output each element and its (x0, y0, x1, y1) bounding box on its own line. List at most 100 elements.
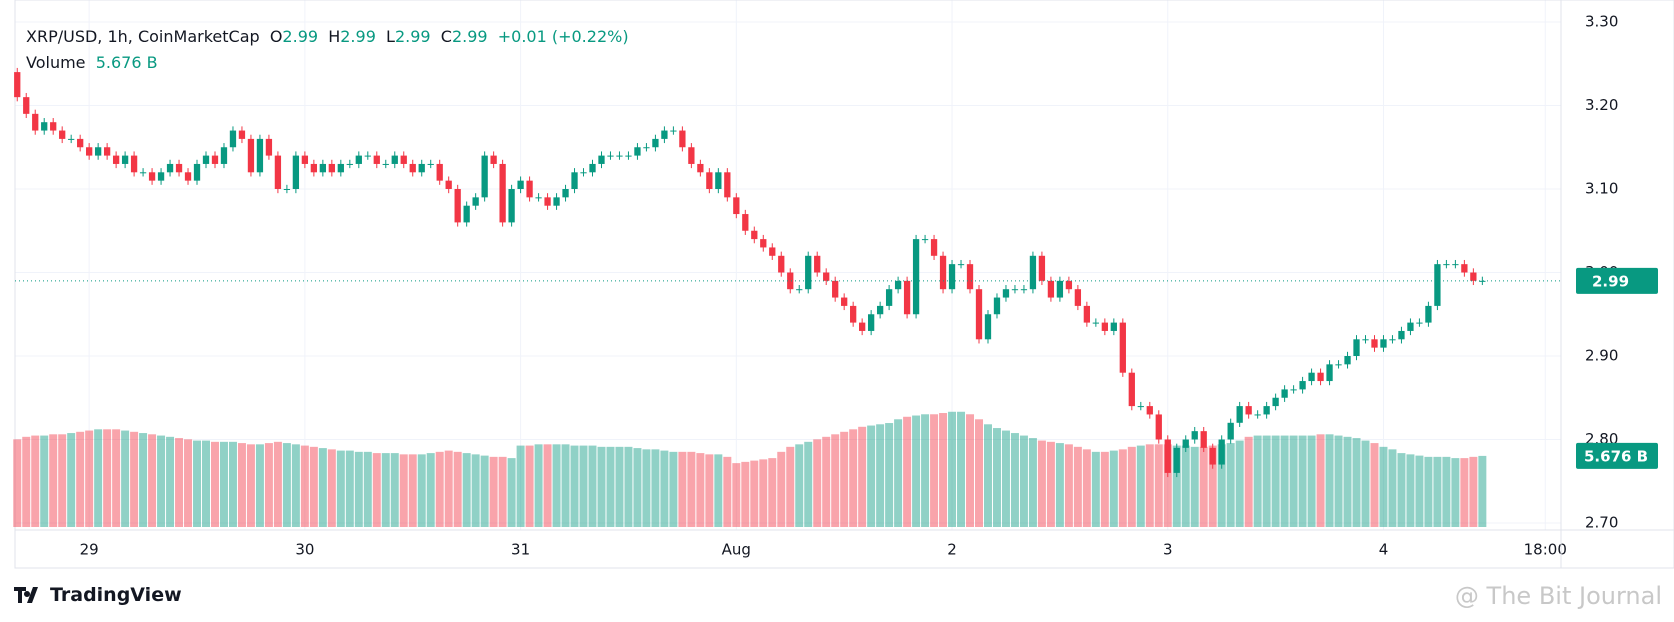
candle-body (1389, 339, 1396, 341)
candle-body (1119, 322, 1126, 373)
ohlc-key: H (328, 27, 341, 46)
candle-body (930, 239, 938, 256)
volume-bar (498, 456, 507, 527)
volume-bar (1172, 445, 1181, 527)
volume-bar (912, 415, 921, 527)
volume-bar (714, 454, 723, 527)
volume-bar (471, 454, 480, 527)
volume-bar (22, 436, 31, 527)
volume-bar (121, 430, 130, 527)
volume-bar (849, 429, 858, 527)
volume-bar (507, 458, 516, 527)
candle-body (310, 163, 318, 173)
volume-value: 5.676 B (95, 53, 158, 72)
volume-bar (975, 419, 983, 527)
y-tick-label: 3.10 (1585, 180, 1618, 198)
volume-bar (525, 445, 534, 527)
volume-bar (480, 455, 489, 527)
candle-body (247, 138, 255, 173)
volume-bar (1037, 440, 1046, 527)
brand[interactable]: TradingView (14, 584, 182, 606)
candle-body (1101, 322, 1108, 331)
volume-bar (858, 426, 867, 527)
candle-body (400, 155, 407, 164)
volume-bar (139, 433, 148, 527)
candle-body (68, 138, 75, 140)
volume-bar (157, 435, 166, 527)
candle-body (661, 130, 668, 139)
volume-bar (210, 441, 219, 527)
volume-bar (1397, 453, 1406, 527)
candle-body (688, 147, 695, 164)
candle-body (526, 180, 533, 198)
candle-body (391, 155, 398, 164)
volume-bar (354, 451, 363, 527)
volume-bar (426, 453, 435, 527)
candle-body (589, 163, 596, 173)
volume-bar (624, 446, 633, 527)
volume-bar (579, 445, 588, 527)
candle-body (86, 147, 93, 156)
candle-body (1380, 339, 1387, 348)
volume-bar (939, 413, 948, 527)
candle-body (1155, 414, 1162, 440)
candle-body (184, 172, 192, 181)
volume-bar (1316, 434, 1325, 527)
volume-bar (516, 445, 525, 527)
x-tick-label: 31 (511, 541, 530, 559)
volume-bar (1361, 440, 1370, 527)
volume-bar (219, 441, 228, 527)
candle-body (41, 122, 48, 131)
candle-body (867, 314, 875, 331)
volume-bar (885, 423, 894, 527)
volume-bar (831, 434, 840, 527)
volume-bar (435, 451, 444, 527)
candle-body (832, 280, 839, 298)
volume-bar (1262, 435, 1271, 527)
volume-bar (696, 453, 705, 527)
volume-bar (1280, 435, 1289, 527)
candle-body (912, 239, 920, 315)
volume-bar (1028, 438, 1037, 527)
volume-bar (1271, 435, 1280, 527)
candle-body (202, 155, 210, 164)
candle-body (1047, 280, 1055, 298)
volume-bar (237, 443, 246, 527)
candle-body (957, 264, 965, 266)
volume-bar (148, 434, 157, 527)
candle-body (1470, 272, 1477, 281)
candle-body (211, 155, 219, 164)
candle-body (50, 122, 57, 131)
candle-body (814, 255, 821, 273)
volume-bar (588, 445, 597, 527)
change: +0.01 (+0.22%) (497, 27, 629, 46)
candle-body (993, 297, 1001, 315)
volume-bar (867, 425, 876, 527)
candle-body (1218, 439, 1225, 465)
volume-bar (1127, 446, 1136, 527)
candle-body (59, 130, 66, 139)
volume-bar (813, 439, 822, 527)
candle-body (1128, 372, 1135, 407)
candle-body (670, 130, 677, 132)
candle-body (1425, 305, 1432, 323)
candle-body (301, 155, 309, 164)
candle-body (148, 172, 156, 181)
volume-bar (1046, 441, 1055, 527)
volume-bar (786, 446, 795, 527)
candle-body (346, 163, 353, 165)
volume-bar (336, 450, 345, 527)
candle-body (975, 289, 983, 340)
volume-bar (651, 449, 660, 527)
volume-bar (327, 449, 336, 527)
volume-bar (1433, 456, 1442, 527)
volume-bar (732, 463, 741, 527)
candle-body (939, 255, 947, 290)
candle-body (463, 205, 470, 223)
volume-bar (1100, 451, 1109, 527)
volume-bar (264, 443, 273, 527)
volume-bar (489, 456, 498, 527)
volume-bar (228, 441, 237, 527)
candle-body (1317, 372, 1324, 382)
candle-body (850, 305, 857, 323)
